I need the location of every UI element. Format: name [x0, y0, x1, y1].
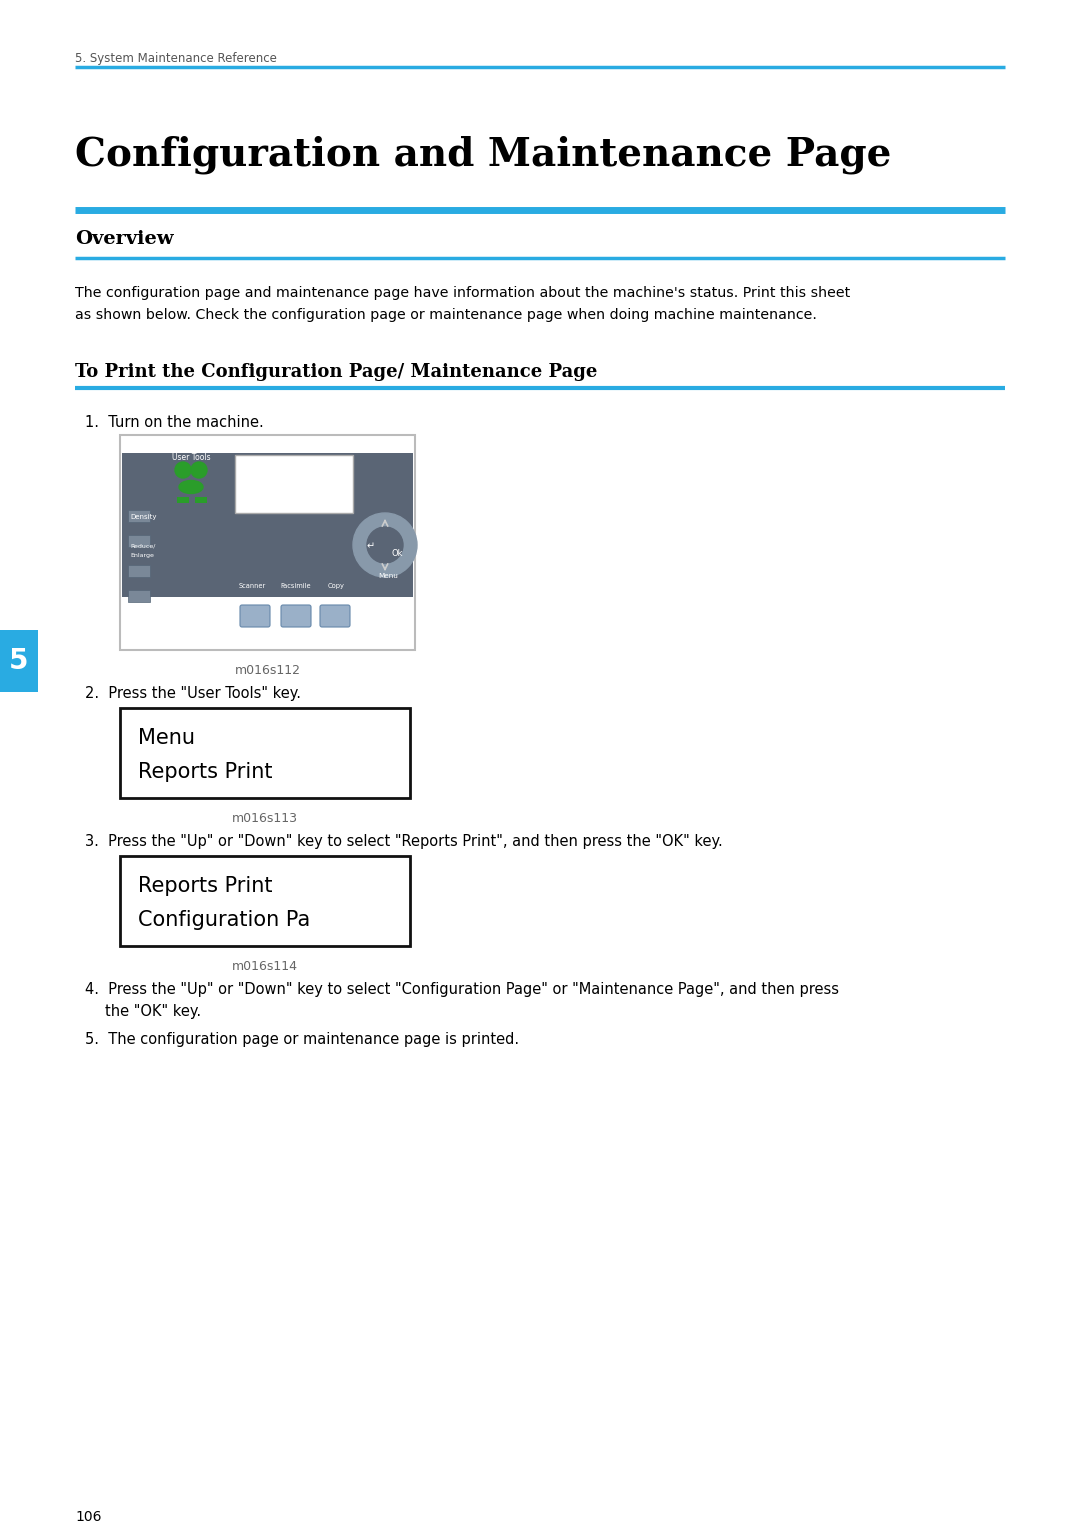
FancyBboxPatch shape — [281, 605, 311, 627]
Bar — [120, 435, 415, 650]
Bar — [129, 565, 150, 578]
Text: Overview: Overview — [75, 230, 174, 248]
Text: Copy: Copy — [328, 584, 345, 588]
Text: Enlarge: Enlarge — [130, 553, 153, 558]
Text: 1.  Turn on the machine.: 1. Turn on the machine. — [85, 415, 264, 430]
Bar — [120, 856, 410, 945]
Text: 3.  Press the "Up" or "Down" key to select "Reports Print", and then press the ": 3. Press the "Up" or "Down" key to selec… — [85, 833, 723, 849]
Bar — [129, 590, 150, 602]
Text: ↵: ↵ — [367, 541, 375, 552]
Text: Ok: Ok — [391, 548, 403, 558]
Bar — [122, 437, 413, 453]
Text: Menu: Menu — [378, 573, 397, 579]
Bar — [122, 437, 413, 597]
Text: Reports Print: Reports Print — [138, 761, 272, 781]
Text: To Print the Configuration Page/ Maintenance Page: To Print the Configuration Page/ Mainten… — [75, 363, 597, 381]
Bar — [129, 535, 150, 547]
Text: Configuration and Maintenance Page: Configuration and Maintenance Page — [75, 135, 891, 173]
Text: Scanner: Scanner — [239, 584, 267, 588]
FancyBboxPatch shape — [320, 605, 350, 627]
Text: Density: Density — [130, 515, 157, 519]
Text: as shown below. Check the configuration page or maintenance page when doing mach: as shown below. Check the configuration … — [75, 308, 816, 322]
Ellipse shape — [179, 481, 203, 493]
Bar — [235, 455, 353, 513]
Text: User Tools: User Tools — [172, 453, 211, 463]
Text: Configuration Pa: Configuration Pa — [138, 910, 310, 930]
Bar — [120, 708, 410, 798]
FancyBboxPatch shape — [240, 605, 270, 627]
Text: 5. System Maintenance Reference: 5. System Maintenance Reference — [75, 52, 276, 64]
Bar — [0, 630, 38, 692]
Bar — [122, 597, 413, 648]
Bar — [177, 496, 189, 502]
Text: 5: 5 — [10, 647, 29, 676]
Bar — [195, 496, 207, 502]
Text: 4.  Press the "Up" or "Down" key to select "Configuration Page" or "Maintenance : 4. Press the "Up" or "Down" key to selec… — [85, 982, 839, 997]
Text: Menu: Menu — [138, 728, 195, 748]
Text: Reduce/: Reduce/ — [130, 544, 156, 548]
Circle shape — [353, 513, 417, 578]
Text: m016s113: m016s113 — [232, 812, 298, 826]
Text: Facsimile: Facsimile — [280, 584, 311, 588]
Bar — [129, 510, 150, 522]
Text: the "OK" key.: the "OK" key. — [105, 1003, 201, 1019]
Text: m016s112: m016s112 — [234, 663, 300, 677]
Text: 5.  The configuration page or maintenance page is printed.: 5. The configuration page or maintenance… — [85, 1033, 519, 1046]
Text: 2.  Press the "User Tools" key.: 2. Press the "User Tools" key. — [85, 686, 301, 702]
Circle shape — [191, 463, 207, 478]
Text: Reports Print: Reports Print — [138, 876, 272, 896]
Circle shape — [367, 527, 403, 562]
Text: The configuration page and maintenance page have information about the machine's: The configuration page and maintenance p… — [75, 286, 850, 300]
Circle shape — [175, 463, 191, 478]
Text: 106: 106 — [75, 1511, 102, 1524]
Text: m016s114: m016s114 — [232, 961, 298, 973]
